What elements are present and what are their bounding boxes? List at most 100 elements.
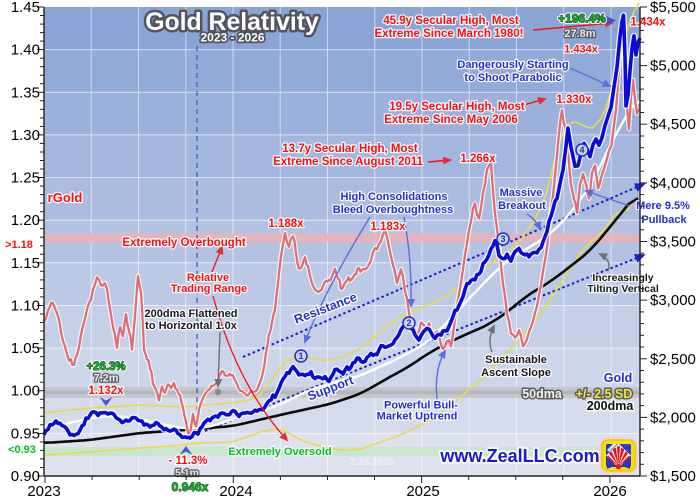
svg-text:1.266x: 1.266x: [460, 153, 496, 165]
svg-text:2023 - 2026: 2023 - 2026: [200, 31, 264, 45]
svg-text:$4,500: $4,500: [650, 116, 696, 133]
svg-text:Breakout: Breakout: [498, 200, 546, 212]
svg-text:2023: 2023: [27, 483, 60, 500]
svg-text:45.9y Secular High, Most: 45.9y Secular High, Most: [383, 15, 519, 27]
svg-text:www.ZealLLC.com: www.ZealLLC.com: [439, 446, 599, 466]
svg-text:$3,500: $3,500: [650, 234, 696, 251]
svg-text:1.132x: 1.132x: [88, 385, 124, 397]
svg-text:Increasingly: Increasingly: [592, 272, 653, 284]
svg-text:Relative: Relative: [187, 272, 229, 284]
svg-text:$2,000: $2,000: [650, 409, 696, 426]
svg-text:0.946x: 0.946x: [172, 480, 209, 494]
svg-text:2.25.2026: 2.25.2026: [350, 457, 395, 468]
svg-text:+26.3%: +26.3%: [86, 361, 125, 373]
svg-text:+26.3%: +26.3%: [86, 361, 125, 373]
svg-text:1.434x: 1.434x: [630, 17, 666, 29]
svg-text:- 11.3%: - 11.3%: [169, 455, 208, 467]
svg-text:rGold: rGold: [48, 190, 83, 205]
svg-text:Pullback: Pullback: [641, 214, 687, 226]
svg-text:1.30: 1.30: [11, 127, 40, 144]
svg-text:1.183x: 1.183x: [370, 221, 406, 233]
svg-text:1.330x: 1.330x: [556, 94, 592, 106]
svg-text:$5,500: $5,500: [650, 0, 696, 16]
svg-text:1.05: 1.05: [11, 340, 40, 357]
svg-text:Powerful Bull-: Powerful Bull-: [384, 400, 458, 412]
svg-text:1.188x: 1.188x: [268, 218, 304, 230]
svg-text:$4,000: $4,000: [650, 175, 696, 192]
svg-text:1.434x: 1.434x: [630, 17, 666, 29]
svg-text:200dma: 200dma: [587, 399, 635, 413]
svg-text:Extremely Overbought: Extremely Overbought: [122, 237, 246, 249]
svg-text:to Shoot Parabolic: to Shoot Parabolic: [464, 72, 561, 84]
svg-text:Increasingly: Increasingly: [592, 272, 653, 284]
svg-text:13.7y Secular High, Most: 13.7y Secular High, Most: [282, 143, 418, 155]
svg-text:1.40: 1.40: [11, 42, 40, 59]
svg-text:Tilting Vertical: Tilting Vertical: [587, 283, 659, 295]
svg-text:1.183x: 1.183x: [370, 221, 406, 233]
svg-text:to Horizontal 1.0x: to Horizontal 1.0x: [145, 320, 238, 332]
svg-text:Tilting Vertical: Tilting Vertical: [587, 283, 659, 295]
svg-text:1.15: 1.15: [11, 255, 40, 272]
svg-text:2: 2: [406, 318, 411, 328]
svg-text:1.132x: 1.132x: [88, 385, 124, 397]
svg-text:$3,000: $3,000: [650, 292, 696, 309]
svg-text:Extreme Since March 1980!: Extreme Since March 1980!: [375, 28, 524, 40]
svg-text:Breakout: Breakout: [498, 200, 546, 212]
svg-text:Bleed Overboughtness: Bleed Overboughtness: [333, 204, 453, 216]
svg-text:Trading Range: Trading Range: [171, 283, 247, 295]
svg-text:200dma: 200dma: [587, 399, 635, 413]
svg-text:+196.4%: +196.4%: [558, 12, 606, 26]
svg-text:50dma: 50dma: [522, 387, 563, 401]
svg-text:1.434x: 1.434x: [564, 44, 599, 56]
svg-text:Extremely Oversold: Extremely Oversold: [228, 446, 331, 458]
svg-text:1.25: 1.25: [11, 170, 40, 187]
svg-text:- 11.3%: - 11.3%: [169, 455, 208, 467]
svg-text:High Consolidations: High Consolidations: [341, 191, 448, 203]
svg-text:0.95: 0.95: [11, 425, 40, 442]
svg-text:Bleed Overboughtness: Bleed Overboughtness: [333, 204, 453, 216]
svg-text:Pullback: Pullback: [641, 214, 687, 226]
svg-text:1.434x: 1.434x: [564, 44, 599, 56]
svg-text:5.1m: 5.1m: [175, 467, 199, 479]
svg-text:<0.93: <0.93: [8, 444, 36, 456]
svg-text:+26.3%: +26.3%: [86, 361, 125, 373]
svg-text:0.946x: 0.946x: [172, 480, 209, 494]
svg-text:2026: 2026: [593, 483, 626, 500]
svg-text:Mere 9.5%: Mere 9.5%: [636, 200, 690, 212]
svg-text:27.8m: 27.8m: [564, 28, 595, 40]
svg-text:2023 - 2026: 2023 - 2026: [200, 31, 264, 45]
svg-text:1.35: 1.35: [11, 84, 40, 101]
svg-text:High Consolidations: High Consolidations: [341, 191, 448, 203]
svg-text:7.2m: 7.2m: [93, 373, 118, 385]
svg-text:Ascent Slope: Ascent Slope: [481, 367, 551, 379]
svg-text:Gold Relativity: Gold Relativity: [145, 9, 319, 36]
svg-text:1.188x: 1.188x: [268, 218, 304, 230]
svg-text:Extreme Since May 2006: Extreme Since May 2006: [384, 114, 518, 126]
svg-text:rGold: rGold: [48, 190, 83, 205]
svg-text:27.8m: 27.8m: [564, 28, 595, 40]
svg-text:200dma Flattened: 200dma Flattened: [145, 308, 238, 320]
svg-text:13.7y Secular High, Most: 13.7y Secular High, Most: [282, 143, 418, 155]
svg-text:Sustainable: Sustainable: [485, 354, 547, 366]
svg-text:Market Uptrend: Market Uptrend: [377, 411, 458, 423]
svg-text:Extreme Since August 2011: Extreme Since August 2011: [273, 156, 423, 168]
svg-text:+196.4%: +196.4%: [558, 12, 606, 26]
svg-text:Trading Range: Trading Range: [171, 283, 247, 295]
svg-text:to Shoot Parabolic: to Shoot Parabolic: [464, 72, 561, 84]
svg-text:Relative: Relative: [187, 272, 229, 284]
svg-text:3: 3: [500, 234, 505, 244]
svg-text:4: 4: [579, 145, 584, 155]
svg-text:www.ZealLLC.com: www.ZealLLC.com: [439, 446, 599, 466]
svg-text:1.330x: 1.330x: [556, 94, 592, 106]
svg-text:>1.18: >1.18: [5, 239, 33, 251]
svg-text:Dangerously Starting: Dangerously Starting: [457, 59, 568, 71]
svg-text:19.5y Secular High, Most: 19.5y Secular High, Most: [389, 101, 525, 113]
svg-text:Massive: Massive: [500, 187, 543, 199]
svg-text:Gold Relativity: Gold Relativity: [145, 9, 319, 36]
svg-text:Gold: Gold: [604, 371, 632, 385]
svg-text:Extreme Since March 1980!: Extreme Since March 1980!: [375, 28, 524, 40]
svg-text:2024: 2024: [219, 483, 252, 500]
svg-text:Mere 9.5%: Mere 9.5%: [636, 200, 690, 212]
svg-text:Extreme Since August 2011: Extreme Since August 2011: [273, 156, 423, 168]
svg-text:1.266x: 1.266x: [460, 153, 496, 165]
